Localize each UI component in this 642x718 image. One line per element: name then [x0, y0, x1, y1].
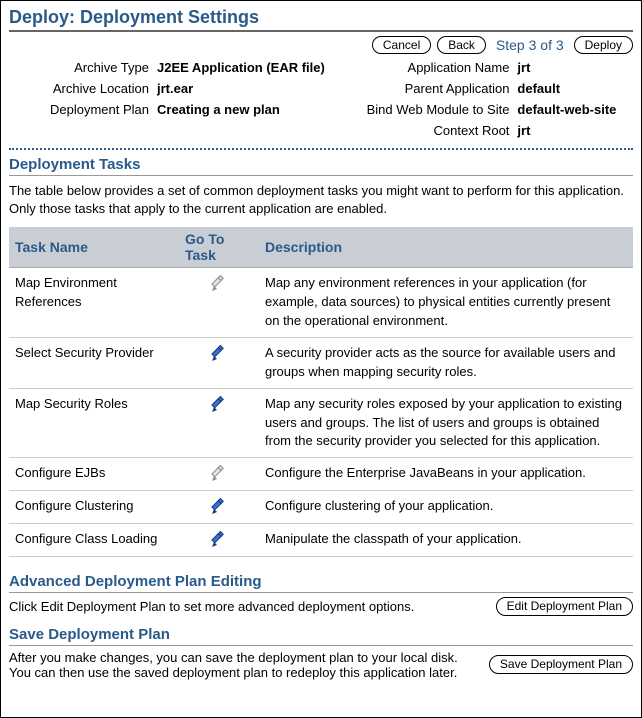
- archive-type-label: Archive Type: [9, 60, 149, 75]
- task-name-cell: Map Environment References: [9, 268, 179, 338]
- section-divider: [9, 148, 633, 150]
- application-name-value: jrt: [517, 60, 633, 75]
- task-description-cell: Configure clustering of your application…: [259, 491, 633, 524]
- task-description-cell: Configure the Enterprise JavaBeans in yo…: [259, 458, 633, 491]
- tasks-table: Task Name Go To Task Description Map Env…: [9, 227, 633, 557]
- table-row: Configure EJBs Configure the Enterprise …: [9, 458, 633, 491]
- task-description-cell: Manipulate the classpath of your applica…: [259, 524, 633, 557]
- pencil-icon[interactable]: [209, 345, 229, 360]
- pencil-icon[interactable]: [209, 532, 229, 547]
- task-name-cell: Map Security Roles: [9, 388, 179, 458]
- task-description-cell: Map any environment references in your a…: [259, 268, 633, 338]
- task-name-cell: Select Security Provider: [9, 338, 179, 389]
- pencil-icon[interactable]: [209, 499, 229, 514]
- go-to-task-disabled: [179, 458, 259, 491]
- save-plan-heading: Save Deployment Plan: [9, 626, 633, 646]
- advanced-text: Click Edit Deployment Plan to set more a…: [9, 599, 414, 614]
- context-root-value: jrt: [517, 123, 633, 138]
- pencil-icon[interactable]: [209, 396, 229, 411]
- parent-application-value: default: [517, 81, 633, 96]
- edit-deployment-plan-button[interactable]: Edit Deployment Plan: [496, 597, 633, 615]
- bind-web-module-label: Bind Web Module to Site: [349, 102, 509, 117]
- col-go-to-task: Go To Task: [179, 227, 259, 268]
- archive-location-label: Archive Location: [9, 81, 149, 96]
- application-name-label: Application Name: [349, 60, 509, 75]
- go-to-task-link[interactable]: [179, 388, 259, 458]
- go-to-task-link[interactable]: [179, 338, 259, 389]
- save-deployment-plan-button[interactable]: Save Deployment Plan: [489, 655, 633, 673]
- go-to-task-link[interactable]: [179, 524, 259, 557]
- task-description-cell: A security provider acts as the source f…: [259, 338, 633, 389]
- col-description: Description: [259, 227, 633, 268]
- table-row: Map Environment References Map any envir…: [9, 268, 633, 338]
- deployment-plan-value: Creating a new plan: [157, 102, 341, 117]
- deployment-plan-label: Deployment Plan: [9, 102, 149, 117]
- table-row: Map Security Roles Map any security role…: [9, 388, 633, 458]
- pencil-icon: [209, 276, 229, 291]
- deployment-tasks-intro: The table below provides a set of common…: [9, 182, 633, 217]
- pencil-icon: [209, 466, 229, 481]
- cancel-button[interactable]: Cancel: [372, 36, 431, 54]
- col-task-name: Task Name: [9, 227, 179, 268]
- top-button-bar: Cancel Back Step 3 of 3 Deploy: [9, 36, 633, 54]
- deployment-tasks-heading: Deployment Tasks: [9, 156, 633, 176]
- metadata-grid: Archive Type J2EE Application (EAR file)…: [9, 60, 633, 138]
- context-root-label: Context Root: [349, 123, 509, 138]
- task-description-cell: Map any security roles exposed by your a…: [259, 388, 633, 458]
- deploy-button[interactable]: Deploy: [574, 36, 633, 54]
- table-row: Configure Clustering Configure clusterin…: [9, 491, 633, 524]
- table-row: Configure Class Loading Manipulate the c…: [9, 524, 633, 557]
- go-to-task-disabled: [179, 268, 259, 338]
- parent-application-label: Parent Application: [349, 81, 509, 96]
- archive-location-value: jrt.ear: [157, 81, 341, 96]
- task-name-cell: Configure Class Loading: [9, 524, 179, 557]
- advanced-heading: Advanced Deployment Plan Editing: [9, 573, 633, 593]
- table-row: Select Security Provider A security prov…: [9, 338, 633, 389]
- go-to-task-link[interactable]: [179, 491, 259, 524]
- page-title: Deploy: Deployment Settings: [9, 7, 633, 32]
- task-name-cell: Configure Clustering: [9, 491, 179, 524]
- archive-type-value: J2EE Application (EAR file): [157, 60, 341, 75]
- bind-web-module-value: default-web-site: [517, 102, 633, 117]
- step-indicator: Step 3 of 3: [496, 37, 564, 53]
- save-plan-text: After you make changes, you can save the…: [9, 650, 481, 680]
- task-name-cell: Configure EJBs: [9, 458, 179, 491]
- back-button[interactable]: Back: [437, 36, 486, 54]
